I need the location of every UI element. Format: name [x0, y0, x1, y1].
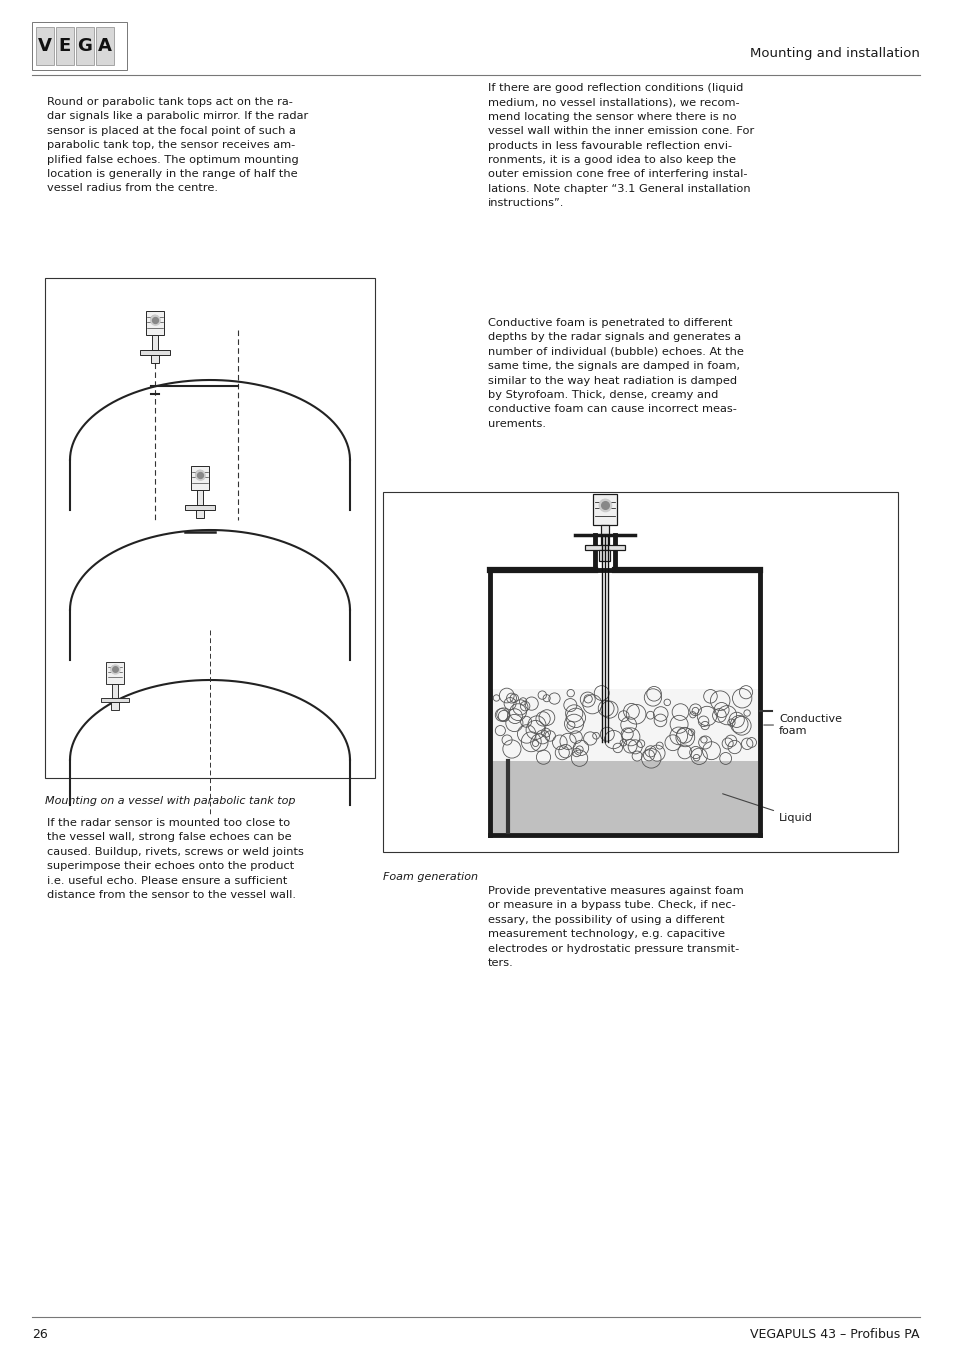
Bar: [382, 492, 897, 852]
Bar: [146, 311, 164, 335]
Text: E: E: [59, 37, 71, 55]
Bar: [584, 545, 624, 550]
Bar: [491, 761, 758, 833]
Text: If the radar sensor is mounted too close to
the vessel wall, strong false echoes: If the radar sensor is mounted too close…: [47, 818, 304, 900]
Text: G: G: [77, 37, 92, 55]
Circle shape: [195, 470, 204, 479]
Bar: [111, 703, 119, 710]
Bar: [151, 354, 159, 364]
Text: A: A: [98, 37, 112, 55]
Bar: [491, 690, 758, 761]
Bar: [592, 495, 617, 525]
Bar: [32, 22, 127, 70]
Text: 26: 26: [32, 1329, 48, 1341]
Bar: [152, 335, 158, 350]
Text: Foam generation: Foam generation: [382, 872, 477, 882]
Bar: [106, 661, 124, 684]
Text: Round or parabolic tank tops act on the ra-
dar signals like a parabolic mirror.: Round or parabolic tank tops act on the …: [47, 97, 308, 193]
Bar: [112, 684, 118, 699]
Text: VEGAPULS 43 – Profibus PA: VEGAPULS 43 – Profibus PA: [750, 1329, 919, 1341]
Circle shape: [151, 315, 159, 323]
Text: Liquid: Liquid: [721, 794, 812, 823]
Text: V: V: [38, 37, 51, 55]
Bar: [96, 27, 113, 65]
Bar: [185, 506, 215, 510]
Bar: [598, 550, 610, 561]
Bar: [195, 510, 204, 518]
Text: Mounting and installation: Mounting and installation: [749, 46, 919, 59]
Text: Mounting on a vessel with parabolic tank top: Mounting on a vessel with parabolic tank…: [45, 796, 295, 806]
Text: Conductive foam is penetrated to different
depths by the radar signals and gener: Conductive foam is penetrated to differe…: [488, 318, 743, 429]
Bar: [36, 27, 54, 65]
Circle shape: [111, 665, 119, 673]
Bar: [196, 489, 203, 506]
Circle shape: [598, 499, 610, 511]
Bar: [100, 699, 130, 703]
Text: Conductive
foam: Conductive foam: [763, 714, 841, 735]
Text: If there are good reflection conditions (liquid
medium, no vessel installations): If there are good reflection conditions …: [488, 82, 754, 208]
Bar: [600, 525, 609, 545]
Bar: [56, 27, 74, 65]
Bar: [191, 466, 209, 489]
Bar: [45, 279, 375, 777]
Bar: [76, 27, 94, 65]
Bar: [139, 350, 171, 354]
Text: Provide preventative measures against foam
or measure in a bypass tube. Check, i: Provide preventative measures against fo…: [488, 886, 743, 968]
